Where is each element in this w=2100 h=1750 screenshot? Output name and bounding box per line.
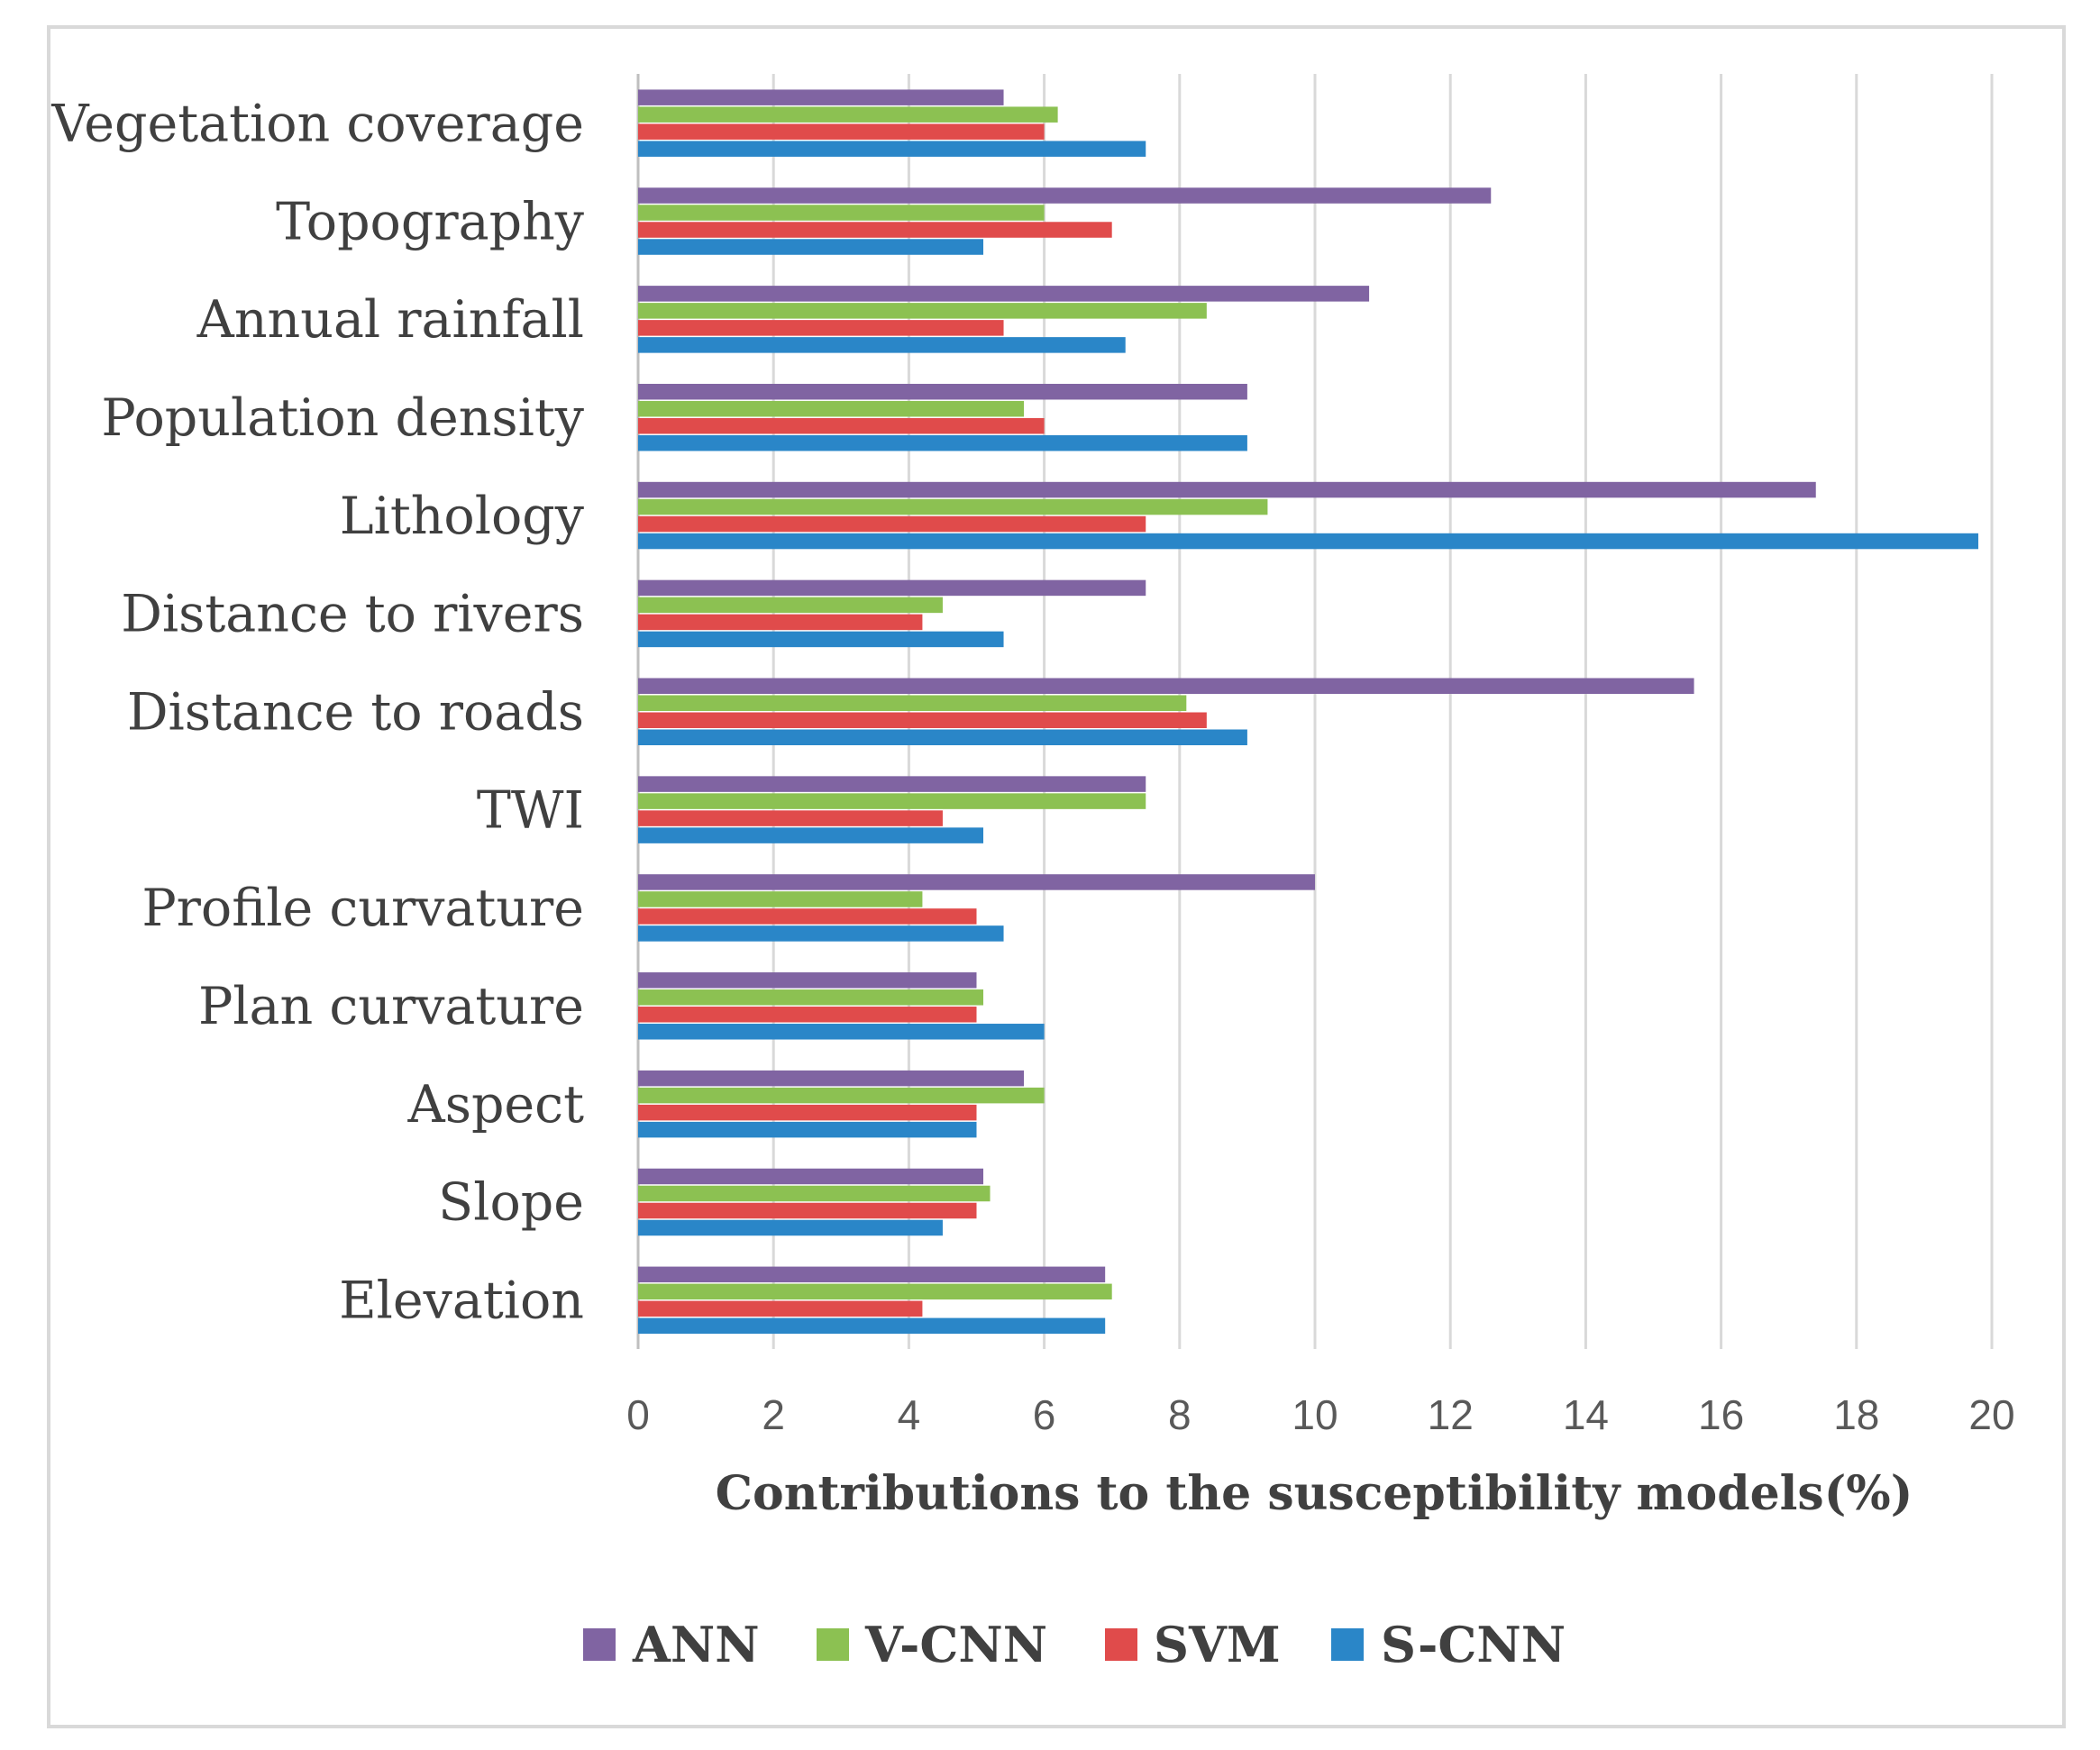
bar-svm xyxy=(638,320,1004,336)
x-tick-label: 10 xyxy=(1292,1391,1338,1438)
bar-s-cnn xyxy=(638,239,984,255)
legend-label-ann: ANN xyxy=(632,1616,760,1673)
bar-ann xyxy=(638,972,977,989)
bar-s-cnn xyxy=(638,1121,977,1138)
x-tick-label: 14 xyxy=(1563,1391,1609,1438)
bar-svm xyxy=(638,712,1207,728)
bar-svm xyxy=(638,1007,977,1023)
bar-ann xyxy=(638,286,1370,302)
bar-v-cnn xyxy=(638,891,923,907)
x-tick-label: 18 xyxy=(1833,1391,1879,1438)
category-label: Aspect xyxy=(407,1075,585,1135)
bar-s-cnn xyxy=(638,1024,1045,1040)
bar-v-cnn xyxy=(638,989,984,1006)
bar-svm xyxy=(638,1104,977,1121)
x-tick-label: 6 xyxy=(1033,1391,1056,1438)
bar-ann xyxy=(638,383,1247,400)
bar-s-cnn xyxy=(638,827,984,843)
bar-svm xyxy=(638,515,1146,533)
bar-ann xyxy=(638,89,1004,105)
category-label: Vegetation coverage xyxy=(50,94,584,153)
x-tick-labels: 0 2 4 6 8 10 12 14 16 18 20 xyxy=(626,1391,2014,1438)
x-tick-label: 2 xyxy=(762,1391,785,1438)
bar-v-cnn xyxy=(638,498,1268,515)
bar-v-cnn xyxy=(638,597,943,614)
bar-v-cnn xyxy=(638,1283,1112,1300)
category-label: Slope xyxy=(438,1173,584,1233)
bar-v-cnn xyxy=(638,793,1146,809)
legend-swatch-v-cnn xyxy=(817,1628,849,1661)
x-tick-label: 16 xyxy=(1698,1391,1744,1438)
x-tick-label: 8 xyxy=(1168,1391,1192,1438)
category-labels: Vegetation coverage Topography Annual rain… xyxy=(50,94,584,1330)
legend-swatch-s-cnn xyxy=(1331,1628,1364,1661)
bar-s-cnn xyxy=(638,141,1146,157)
category-label: Annual rainfall xyxy=(196,290,584,350)
bar-ann xyxy=(638,481,1816,498)
legend-label-v-cnn: V-CNN xyxy=(864,1616,1047,1673)
bar-v-cnn xyxy=(638,106,1058,123)
legend-swatch-svm xyxy=(1105,1628,1137,1661)
category-label: Topography xyxy=(276,192,585,251)
bar-v-cnn xyxy=(638,303,1207,319)
x-axis-title: Contributions to the susceptibility mode… xyxy=(716,1466,1913,1521)
bar-svm xyxy=(638,222,1112,238)
bar-s-cnn xyxy=(638,337,1126,353)
bar-s-cnn xyxy=(638,434,1247,451)
legend-label-svm: SVM xyxy=(1154,1616,1281,1673)
bar-svm xyxy=(638,810,943,826)
category-label: Distance to rivers xyxy=(121,585,584,644)
bar-ann xyxy=(638,1266,1106,1283)
x-tick-label: 20 xyxy=(1968,1391,2014,1438)
gridlines xyxy=(636,74,1994,1349)
bar-svm xyxy=(638,614,923,631)
legend-swatch-ann xyxy=(583,1628,616,1661)
bar-svm xyxy=(638,908,977,925)
bar-v-cnn xyxy=(638,1087,1045,1104)
bar-s-cnn xyxy=(638,1219,943,1236)
category-label: TWI xyxy=(477,780,584,840)
bar-ann xyxy=(638,579,1146,597)
bar-ann xyxy=(638,187,1492,204)
bar-s-cnn xyxy=(638,533,1978,550)
category-label: Distance to roads xyxy=(127,683,584,743)
bar-svm xyxy=(638,1202,977,1219)
chart-frame xyxy=(47,25,2066,1728)
bar-v-cnn xyxy=(638,1185,991,1202)
bar-v-cnn xyxy=(638,695,1187,711)
bar-svm xyxy=(638,123,1045,140)
bar-svm xyxy=(638,1300,923,1317)
x-tick-label: 0 xyxy=(626,1391,650,1438)
bar-svm xyxy=(638,417,1045,434)
x-tick-label: 4 xyxy=(898,1391,921,1438)
category-label: Population density xyxy=(101,388,584,448)
category-label: Plan curvature xyxy=(198,977,584,1036)
bar-s-cnn xyxy=(638,1317,1106,1335)
bar-ann xyxy=(638,1168,984,1185)
bar-s-cnn xyxy=(638,729,1247,745)
bar-ann xyxy=(638,776,1146,792)
category-label: Lithology xyxy=(340,487,585,546)
bar-v-cnn xyxy=(638,400,1025,417)
bar-ann xyxy=(638,874,1315,890)
legend-label-s-cnn: S-CNN xyxy=(1381,1616,1566,1673)
bar-s-cnn xyxy=(638,925,1004,942)
x-tick-label: 12 xyxy=(1428,1391,1474,1438)
legend: ANN V-CNN SVM S-CNN xyxy=(583,1616,1566,1673)
category-label: Profile curvature xyxy=(142,879,584,938)
bar-ann xyxy=(638,678,1694,694)
bar-s-cnn xyxy=(638,631,1004,648)
category-label: Elevation xyxy=(339,1271,584,1331)
bar-ann xyxy=(638,1070,1025,1087)
bar-v-cnn xyxy=(638,205,1045,221)
bars xyxy=(638,89,1978,1335)
